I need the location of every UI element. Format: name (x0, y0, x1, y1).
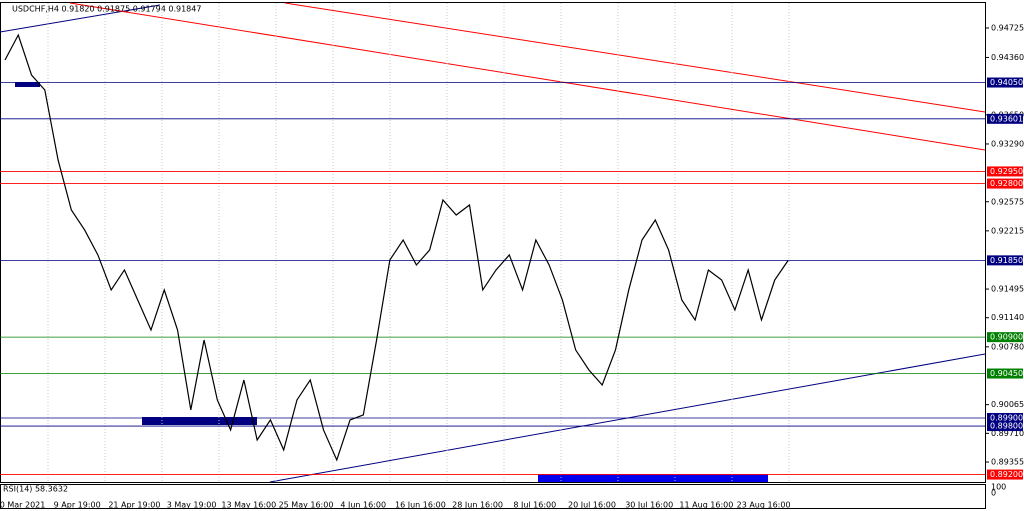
level-label: 0.89900 (990, 413, 1023, 422)
chart-title: USDCHF,H4 0.91820 0.91875 0.91794 0.9184… (12, 5, 201, 14)
x-tick-label: 25 May 16:00 (279, 501, 334, 510)
level-label: 0.90900 (990, 333, 1023, 342)
level-label: 0.91850 (990, 256, 1023, 265)
x-tick-label: 30 Mar 2021 (0, 501, 45, 510)
y-tick-label: 0.89355 (991, 458, 1024, 467)
y-tick-label: 0.89710 (991, 429, 1024, 438)
level-tag (987, 421, 1023, 432)
y-tick-label: 0.92575 (991, 197, 1024, 206)
x-tick-label: 23 Aug 16:00 (737, 501, 791, 510)
level-label: 0.93601 (990, 114, 1023, 123)
x-tick-label: 20 Jul 16:00 (568, 501, 616, 510)
x-tick-label: 28 Jun 16:00 (452, 501, 503, 510)
y-tick-label: 0.90780 (991, 342, 1024, 351)
rsi-pane (0, 484, 986, 509)
x-tick-label: 8 Jul 16:00 (513, 501, 556, 510)
x-tick-label: 21 Apr 19:00 (108, 501, 160, 510)
level-label: 0.89200 (990, 470, 1023, 479)
level-tag (987, 113, 1023, 124)
level-tag (987, 412, 1023, 423)
zone-box (15, 82, 40, 87)
y-tick-label: 0.90065 (991, 400, 1024, 409)
level-label: 0.90450 (990, 369, 1023, 378)
level-tag (987, 368, 1023, 379)
price-line (4, 33, 789, 462)
x-tick-label: 4 Jun 16:00 (340, 501, 386, 510)
x-tick-label: 3 May 19:00 (167, 501, 217, 510)
level-tag (987, 77, 1023, 88)
channel-line (69, 2, 986, 151)
level-label: 0.92800 (990, 179, 1023, 188)
level-tag (987, 166, 1023, 177)
main-pane (0, 2, 986, 483)
level-label: 0.94050 (990, 78, 1023, 87)
y-tick-label: 0.94725 (991, 23, 1024, 32)
x-tick-label: 13 May 16:00 (221, 501, 276, 510)
x-tick-label: 11 Aug 16:00 (679, 501, 733, 510)
rsi-tick-label: 0 (991, 489, 996, 498)
zone-box (142, 417, 257, 425)
level-tag (987, 178, 1023, 189)
y-tick-label: 0.92215 (991, 226, 1024, 235)
y-tick-label: 0.93290 (991, 139, 1024, 148)
level-label: 0.92950 (990, 167, 1023, 176)
level-tag (987, 255, 1023, 266)
level-tag (987, 469, 1023, 480)
channel-line (284, 2, 986, 113)
x-tick-label: 16 Jun 16:00 (395, 501, 446, 510)
trend-line (0, 4, 161, 33)
y-tick-label: 0.91495 (991, 285, 1024, 294)
rsi-label: RSI(14) 58.3632 (3, 485, 68, 494)
x-tick-label: 30 Jul 16:00 (625, 501, 673, 510)
y-tick-label: 0.91140 (991, 313, 1024, 322)
rsi-tick-label: 100 (991, 483, 1006, 492)
zone-box (538, 474, 768, 482)
x-tick-label: 9 Apr 19:00 (54, 501, 101, 510)
level-tag (987, 332, 1023, 343)
level-label: 0.89800 (990, 422, 1023, 431)
y-tick-label: 0.94360 (991, 53, 1024, 62)
